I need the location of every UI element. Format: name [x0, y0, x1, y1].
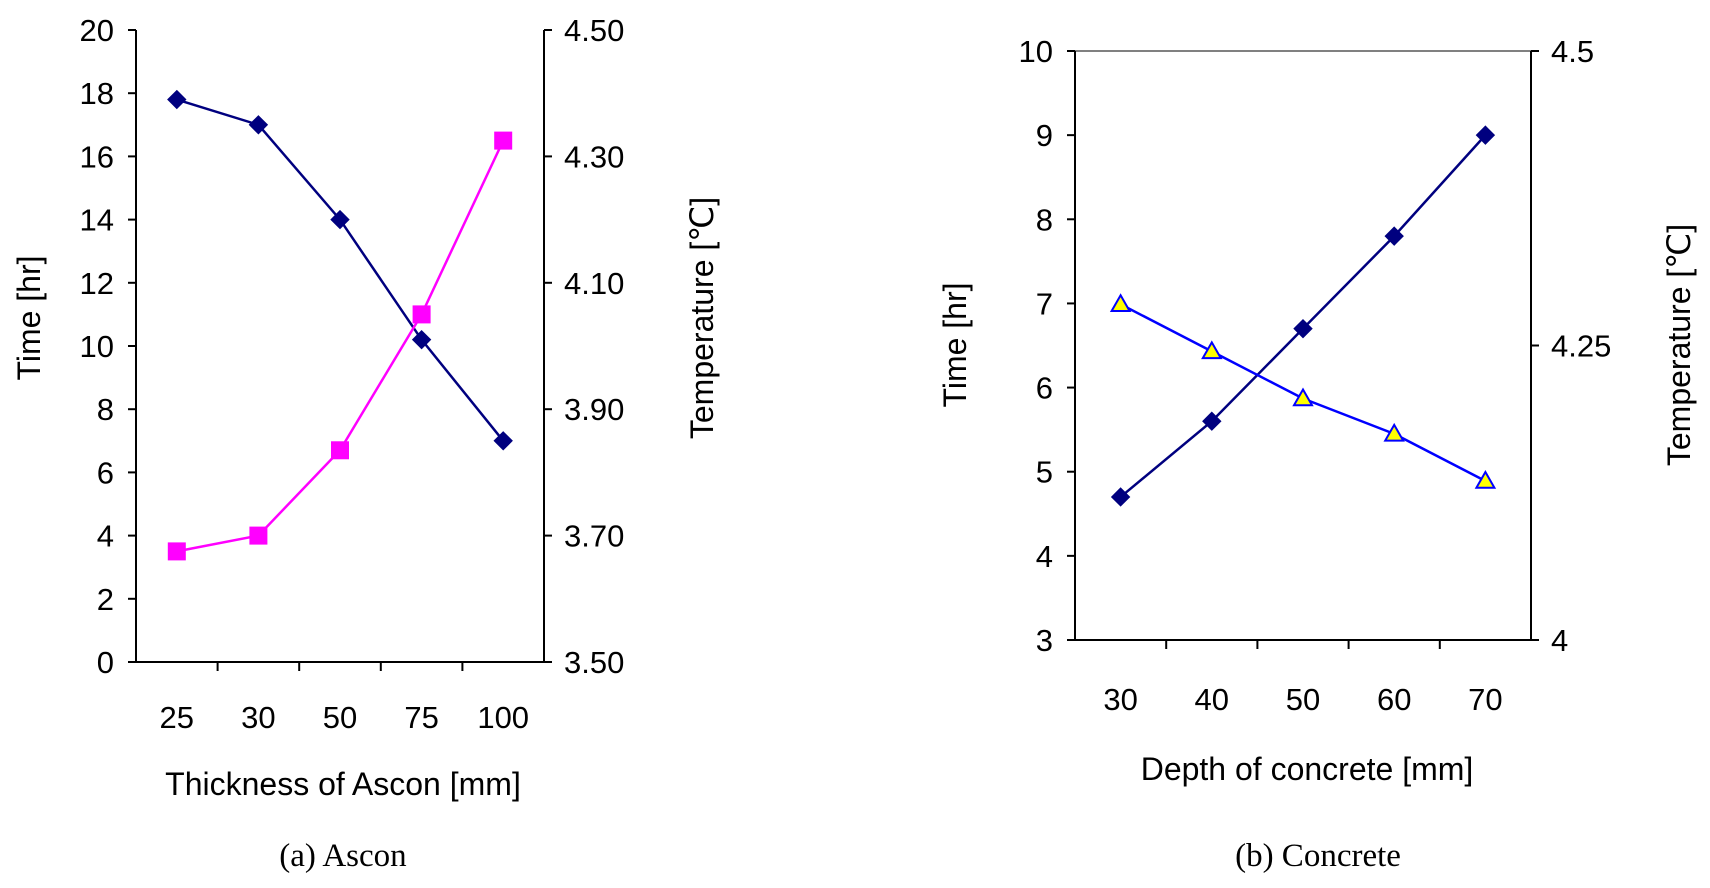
chart-a-y2tick-label: 3.50	[564, 645, 624, 680]
chart-b-series-0-point	[1475, 125, 1496, 145]
chart-b-xtick-label: 40	[1195, 682, 1229, 717]
chart-b-ytick-label: 8	[1036, 202, 1053, 237]
chart-a-ytick-label: 2	[97, 582, 114, 617]
chart-b-series-1-point	[1109, 293, 1132, 313]
chart-b-ytick-label: 4	[1036, 539, 1053, 574]
chart-a-xtick-label: 50	[323, 700, 357, 735]
chart-a-series-0-point	[167, 89, 187, 110]
chart-b-xtick-label: 70	[1468, 682, 1502, 717]
chart-b-y2tick-label: 4.5	[1551, 34, 1594, 69]
chart-b-xtick-label: 60	[1377, 682, 1411, 717]
chart-a-series-0-line	[176, 98, 505, 442]
chart-a-y2tick-label: 4.30	[564, 139, 624, 174]
chart-a-xlabel: Thickness of Ascon [mm]	[165, 766, 521, 802]
chart-a-ytick-label: 12	[80, 266, 114, 301]
chart-a-ytick-label: 8	[97, 392, 114, 427]
chart-a-ytick-label: 14	[80, 203, 114, 238]
chart-a-ytick-label: 18	[80, 76, 114, 111]
chart-a-ylabel: Time [hr]	[11, 255, 47, 380]
chart-a-plot-area: 0 2 4 6 8 10 12 14 16 18 20 3.50 3.70 3.90 4.10 4.30 4.5…	[80, 13, 625, 735]
chart-a-series-1-point	[167, 542, 186, 561]
chart-b-series-1-point	[1474, 469, 1497, 489]
chart-a-series-0-point	[411, 329, 432, 350]
chart-b-series-1-point	[1201, 340, 1223, 360]
chart-a-ytick-label: 10	[80, 329, 114, 364]
chart-a-xtick-label: 30	[241, 700, 275, 735]
chart-b-y2label: Temperature [℃]	[1661, 224, 1697, 466]
chart-b-series-0-line	[1119, 134, 1487, 498]
chart-b-ytick-label: 7	[1036, 286, 1053, 321]
chart-b-ytick-label: 10	[1019, 34, 1053, 69]
chart-a-y2tick-label: 3.70	[564, 519, 624, 554]
chart-b-ylabel: Time [hr]	[937, 282, 973, 407]
chart-a: 0 2 4 6 8 10 12 14 16 18 20 3.50 3.70 3.90 4.10 4.30 4.5…	[11, 13, 720, 874]
chart-a-y2label: Temperature [℃]	[684, 197, 720, 439]
chart-b-y2tick-label: 4.25	[1551, 329, 1611, 364]
chart-a-xtick-label: 75	[404, 700, 438, 735]
chart-a-ytick-label: 16	[80, 139, 114, 174]
chart-b: 3 4 5 6 7 8 9 10 4 4.25 4.5 30 40 50 60 70 Time [hr] Te…	[937, 34, 1697, 874]
chart-a-series-0-point	[330, 209, 350, 230]
chart-a-series-1-point	[494, 131, 513, 150]
chart-b-xtick-label: 30	[1103, 682, 1137, 717]
chart-a-y2tick-label: 3.90	[564, 392, 624, 427]
chart-a-caption: (a) Ascon	[279, 838, 406, 874]
chart-b-ytick-label: 9	[1036, 118, 1053, 153]
chart-a-series-1-line	[176, 140, 505, 553]
chart-b-series-0-point	[1384, 226, 1404, 246]
chart-a-ytick-label: 0	[97, 645, 114, 680]
chart-a-xtick-label: 100	[477, 700, 529, 735]
chart-b-xlabel: Depth of concrete [mm]	[1141, 751, 1474, 787]
chart-b-xtick-label: 50	[1286, 682, 1320, 717]
chart-a-series-0-point	[493, 431, 513, 451]
chart-b-ytick-label: 5	[1036, 455, 1053, 490]
chart-b-caption: (b) Concrete	[1235, 838, 1401, 874]
chart-a-y2tick-label: 4.50	[564, 13, 624, 48]
chart-b-ytick-label: 6	[1036, 371, 1053, 406]
chart-b-y2tick-label: 4	[1551, 623, 1568, 658]
chart-b-series-1-point	[1383, 422, 1405, 442]
chart-b-plot-area: 3 4 5 6 7 8 9 10 4 4.25 4.5 30 40 50 60 70	[1019, 34, 1612, 717]
chart-a-y2tick-label: 4.10	[564, 266, 624, 301]
chart-a-ytick-label: 4	[97, 519, 114, 554]
chart-a-ytick-label: 20	[80, 13, 114, 48]
chart-b-series-1-point	[1292, 387, 1314, 407]
chart-a-xtick-label: 25	[160, 700, 194, 735]
chart-a-series-1-point	[412, 305, 431, 324]
chart-b-ytick-label: 3	[1036, 623, 1053, 658]
chart-b-series-0-point	[1110, 487, 1131, 507]
chart-b-series-0-point	[1293, 318, 1313, 339]
chart-a-series-1-point	[249, 526, 268, 545]
chart-b-series-0-point	[1202, 411, 1222, 431]
chart-a-series-1-point	[331, 441, 349, 460]
chart-a-series-0-point	[248, 115, 269, 135]
chart-a-ytick-label: 6	[97, 455, 114, 490]
